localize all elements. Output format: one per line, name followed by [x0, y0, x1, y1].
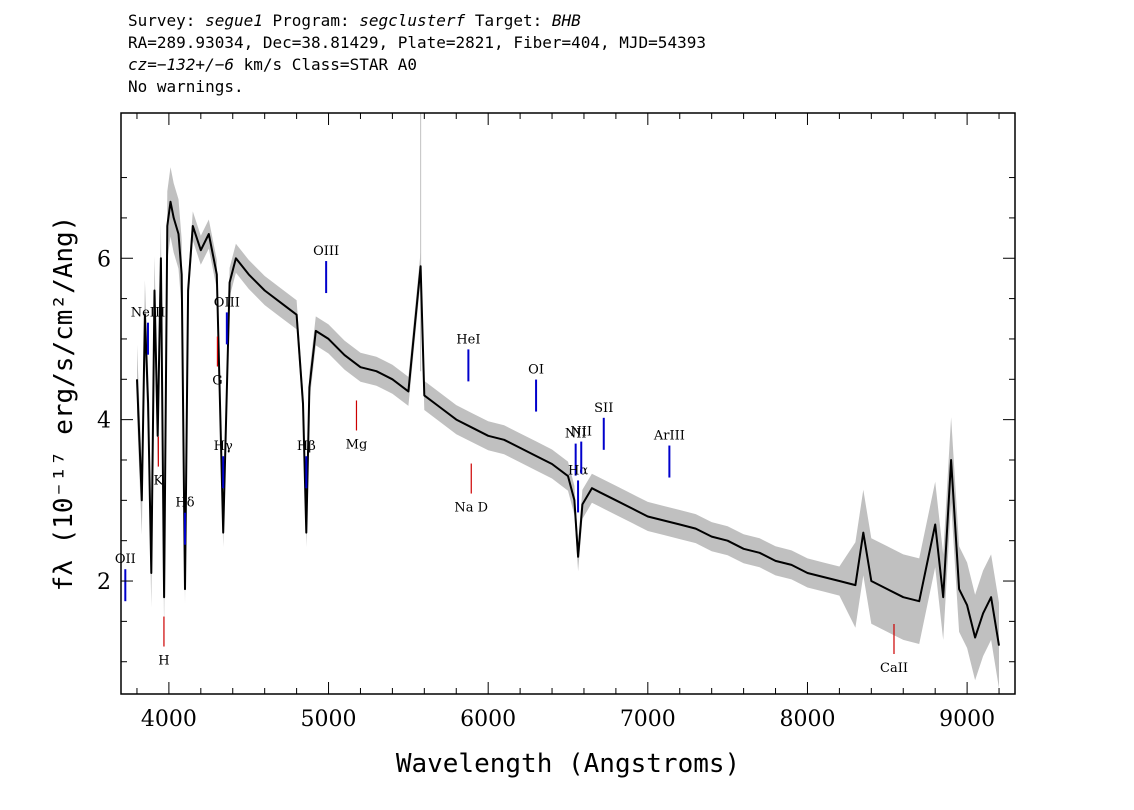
emission-label: OI — [528, 363, 544, 378]
target-label: Target: — [474, 11, 543, 30]
absorption-label: G — [212, 374, 222, 389]
emission-label: Hβ — [297, 439, 316, 454]
y-tick-label: 6 — [97, 247, 111, 272]
x-tick-label: 8000 — [779, 707, 835, 732]
emission-label: ArIII — [653, 429, 685, 444]
line-marker-emission: OII — [115, 552, 136, 602]
line-marker-emission: OIII — [313, 244, 339, 294]
emission-label: OIII — [313, 244, 339, 259]
x-tick-label: 6000 — [460, 707, 516, 732]
line-marker-absorption: G — [212, 336, 223, 389]
line-marker-emission: Hδ — [175, 496, 195, 545]
emission-label: OII — [115, 552, 136, 567]
error-band — [137, 113, 999, 689]
target-value: BHB — [551, 11, 581, 30]
absorption-label: CaII — [880, 661, 908, 676]
spectrum-header: Survey: segue1 Program: segclusterf Targ… — [128, 10, 706, 98]
line-marker-emission: Hβ — [297, 439, 316, 489]
emission-label: SII — [594, 401, 613, 416]
emission-label: Hα — [568, 463, 588, 478]
survey-value: segue1 — [205, 11, 263, 30]
emission-label: Hδ — [175, 496, 194, 511]
line-marker-emission: Hα — [568, 463, 588, 513]
cz-value: cz=−132+/−6 — [128, 55, 234, 74]
line-marker-emission: HeI — [456, 332, 480, 382]
plot-frame — [120, 112, 1016, 695]
absorption-label: Na D — [454, 501, 488, 516]
emission-label: NII — [565, 427, 587, 442]
emission-label: NII — [570, 425, 592, 440]
axis-ticks: 4000 5000 6000 7000 8000 9000 2 4 6 — [97, 113, 1015, 732]
emission-label: Hγ — [214, 439, 233, 454]
line-marker-emission: ArIII — [653, 429, 685, 478]
class-value: km/s Class=STAR A0 — [233, 55, 417, 74]
line-marker-emission: OI — [528, 363, 544, 412]
error-band-area — [137, 167, 999, 689]
x-tick-label: 5000 — [301, 707, 357, 732]
emission-label: OIII — [214, 295, 240, 310]
line-marker-absorption: K — [153, 436, 163, 489]
header-line-warnings: No warnings. — [128, 77, 244, 96]
absorption-label: K — [153, 474, 163, 489]
line-marker-absorption: Mg — [346, 400, 368, 452]
line-marker-emission: SII — [594, 401, 613, 450]
x-axis-title: Wavelength (Angstroms) — [396, 749, 740, 779]
absorption-label: Mg — [346, 437, 368, 452]
header-line-redshift: cz=−132+/−6 km/s Class=STAR A0 — [128, 54, 706, 76]
line-marker-emission: NII — [565, 427, 587, 476]
line-marker-emission: Hγ — [214, 439, 233, 489]
emission-label: HeI — [456, 332, 480, 347]
y-tick-label: 4 — [97, 409, 111, 434]
line-marker-emission: NeIII — [131, 306, 165, 355]
line-marker-emission: NII — [570, 425, 592, 474]
line-marker-emission: OIII — [214, 295, 240, 345]
flux-line-group — [136, 200, 1000, 646]
emission-label: NeIII — [131, 306, 165, 321]
program-value: segclusterf — [359, 11, 466, 30]
flux-line — [136, 200, 1000, 646]
header-line-survey: Survey: segue1 Program: segclusterf Targ… — [128, 10, 706, 32]
line-marker-absorption: H — [158, 616, 170, 669]
program-label: Program: — [272, 11, 350, 30]
spectral-line-markers: OIINeIIIHδHγOIIIHβOIIIHeIOINIIHαNIISIIAr… — [115, 244, 908, 676]
survey-label: Survey: — [128, 11, 196, 30]
header-line-coordinates: RA=289.93034, Dec=38.81429, Plate=2821, … — [128, 33, 706, 52]
x-tick-label: 7000 — [620, 707, 676, 732]
line-marker-absorption: CaII — [880, 624, 908, 676]
x-tick-label: 4000 — [141, 707, 197, 732]
y-axis-title: fλ (10⁻¹⁷ erg/s/cm²/Ang) — [49, 216, 79, 592]
x-tick-label: 9000 — [939, 707, 995, 732]
line-marker-absorption: Na D — [454, 463, 488, 516]
y-tick-label: 2 — [97, 570, 111, 595]
absorption-label: H — [158, 654, 169, 669]
